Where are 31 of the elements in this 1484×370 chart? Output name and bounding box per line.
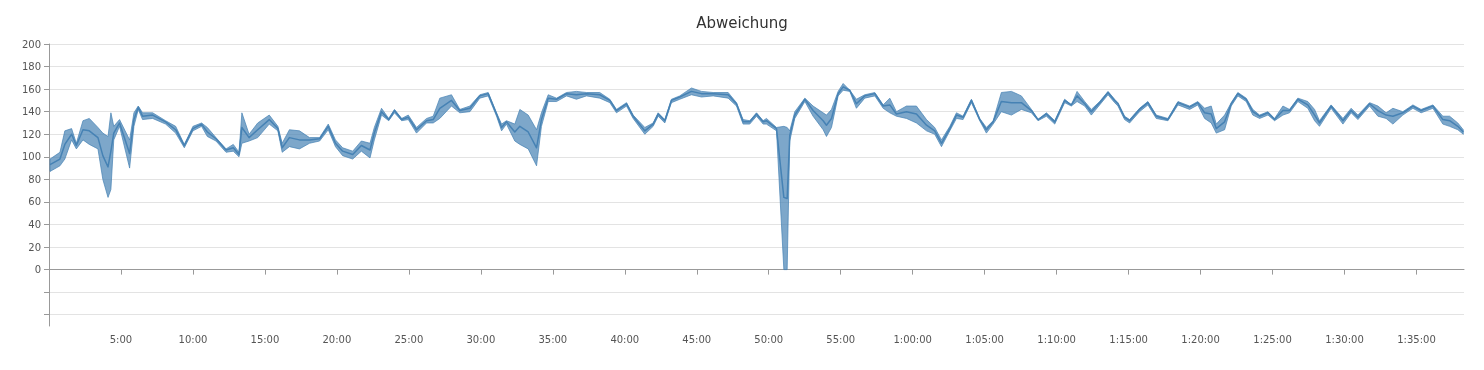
x-tick-label: 1:30:00 <box>1325 333 1364 345</box>
x-tick-label: 35:00 <box>538 333 568 345</box>
x-tick-label: 30:00 <box>466 333 496 345</box>
x-tick-label: 1:05:00 <box>965 333 1004 345</box>
y-tick-label: 160 <box>21 83 41 95</box>
y-tick-label: 100 <box>21 151 41 163</box>
x-tick-label: 50:00 <box>754 333 784 345</box>
x-tick-label: 40:00 <box>610 333 640 345</box>
y-tick-label: 120 <box>21 128 41 140</box>
x-tick-label: 25:00 <box>394 333 424 345</box>
y-tick-label: 0 <box>34 264 41 276</box>
x-tick-label: 55:00 <box>826 333 856 345</box>
y-tick-label: 20 <box>28 241 41 253</box>
x-tick-label: 45:00 <box>682 333 712 345</box>
y-tick-label: 200 <box>21 38 41 50</box>
chart-title: Abweichung <box>696 13 788 32</box>
y-tick-label: 60 <box>28 196 41 208</box>
x-tick-label: 1:20:00 <box>1181 333 1220 345</box>
x-tick-label: 15:00 <box>250 333 280 345</box>
x-tick-label: 20:00 <box>322 333 352 345</box>
x-tick-label: 1:25:00 <box>1253 333 1292 345</box>
y-tick-label: 40 <box>28 218 41 230</box>
x-tick-label: 1:00:00 <box>893 333 932 345</box>
x-tick-label: 10:00 <box>178 333 208 345</box>
x-tick-label: 1:15:00 <box>1109 333 1148 345</box>
x-tick-label: 1:35:00 <box>1397 333 1436 345</box>
x-tick-label: 1:10:00 <box>1037 333 1076 345</box>
y-tick-label: 180 <box>21 61 41 73</box>
y-tick-label: 140 <box>21 106 41 118</box>
y-tick-label: 80 <box>28 173 41 185</box>
x-tick-label: 5:00 <box>109 333 133 345</box>
